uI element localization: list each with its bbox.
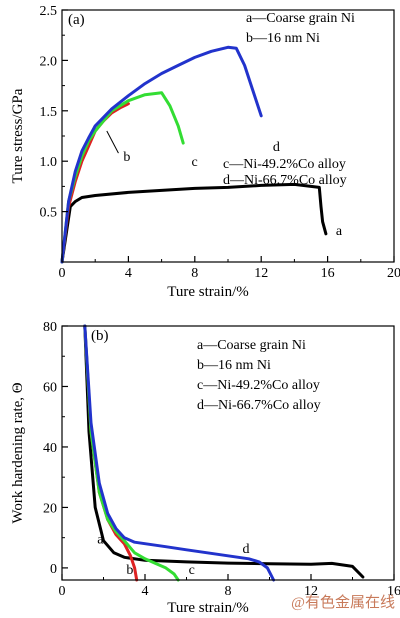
series-d-label: d [273, 140, 280, 155]
x-tick-label: 8 [225, 584, 232, 599]
y-axis-label: Ture stress/GPa [10, 88, 26, 183]
series-a-line [60, 182, 328, 264]
panel-label: (a) [68, 12, 85, 28]
legend-entry: d—Ni-66.7%Co alloy [223, 173, 347, 188]
x-tick-label: 12 [304, 584, 318, 599]
x-tick-label: 0 [59, 584, 66, 599]
y-tick-label: 2.0 [40, 54, 58, 69]
y-tick-label: 20 [43, 501, 57, 516]
y-tick-label: 1.0 [40, 155, 58, 170]
panel-a-chart: a b c d 0 4 8 12 16 20 0.5 1.0 1.5 2.0 2.5 (a) Ture stra… [10, 4, 400, 300]
x-tick-label: 16 [387, 584, 400, 599]
series-d-label: d [243, 542, 250, 557]
series-c-line [60, 91, 185, 264]
series-a-label: a [336, 224, 343, 239]
series-b-label: b [123, 150, 130, 165]
x-tick-label: 16 [321, 266, 335, 281]
y-tick-label: 0 [50, 562, 57, 577]
legend-entry: d—Ni-66.7%Co alloy [197, 398, 321, 413]
y-axis-label: Work hardening rate, Θ [10, 382, 26, 523]
series-c-label: c [189, 563, 195, 578]
y-tick-label: 0.5 [40, 206, 58, 221]
y-tick-label: 2.5 [40, 4, 58, 19]
y-tick-label: 40 [43, 441, 57, 456]
watermark: @有色金属在线 [291, 594, 395, 611]
panel-label: (b) [91, 328, 109, 344]
series-d-line [83, 324, 276, 582]
panel-b-chart: a b c d 0 4 8 12 16 0 20 40 60 80 (b) Ture strain/% Work… [10, 320, 400, 616]
series-c-label: c [191, 155, 197, 170]
series-a-label: a [97, 533, 104, 548]
legend-entry: c—Ni-49.2%Co alloy [197, 378, 320, 393]
legend-entry: b—16 nm Ni [246, 31, 320, 46]
x-tick-label: 12 [254, 266, 268, 281]
x-tick-label: 0 [59, 266, 66, 281]
x-axis-label: Ture strain/% [167, 600, 249, 616]
legend-entry: b—16 nm Ni [197, 358, 271, 373]
y-tick-label: 1.5 [40, 105, 58, 120]
y-tick-label: 80 [43, 320, 57, 335]
series-b-label: b [126, 563, 133, 578]
series-d-line [60, 45, 263, 264]
x-tick-label: 20 [387, 266, 400, 281]
legend-entry: c—Ni-49.2%Co alloy [223, 157, 346, 172]
legend-entry: a—Coarse grain Ni [246, 11, 355, 26]
y-tick-label: 60 [43, 380, 57, 395]
series-a-line [83, 324, 365, 579]
x-tick-label: 4 [125, 266, 132, 281]
series-b-leader [106, 130, 119, 154]
x-tick-label: 4 [142, 584, 149, 599]
legend-entry: a—Coarse grain Ni [197, 338, 306, 353]
x-axis-label: Ture strain/% [167, 284, 249, 300]
x-tick-label: 8 [191, 266, 198, 281]
